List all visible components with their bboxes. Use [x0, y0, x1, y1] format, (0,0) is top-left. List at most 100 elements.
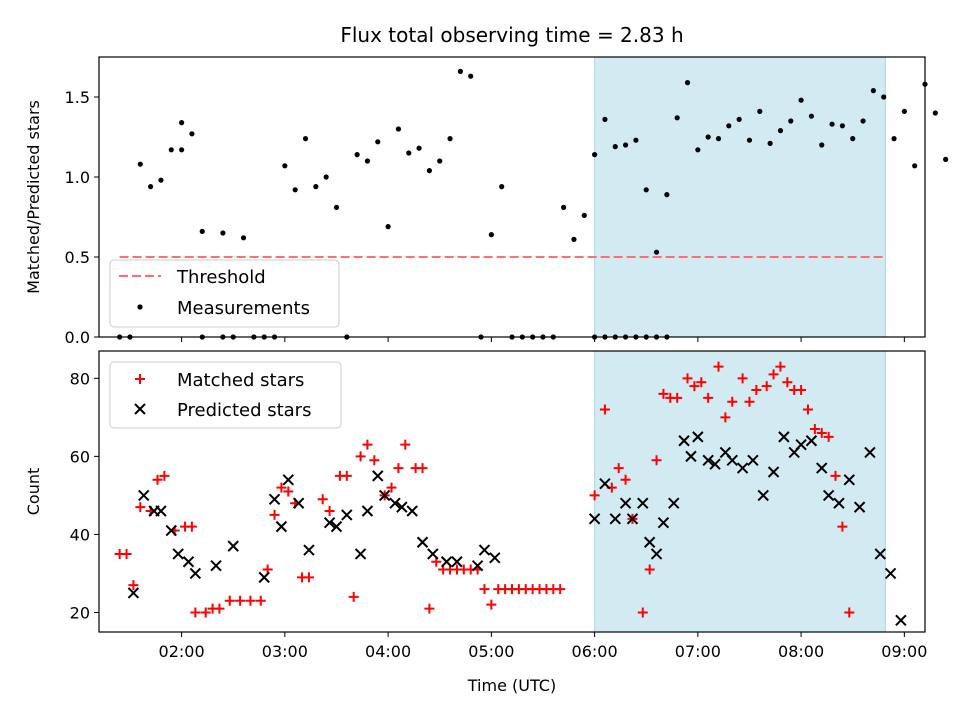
measurement-point: [643, 187, 649, 193]
legend-predicted-swatch: [134, 403, 146, 415]
measurement-point: [375, 139, 381, 145]
measurement-point: [468, 73, 474, 79]
matched-star-point: [744, 396, 755, 407]
x-tick-label: 08:00: [778, 642, 824, 661]
predicted-star-point: [833, 497, 845, 509]
legend-matched-label: Matched stars: [177, 370, 304, 391]
matched-star-point: [689, 381, 700, 392]
predicted-star-point: [736, 462, 749, 474]
measurement-point: [901, 108, 907, 114]
x-axis-label: Time (UTC): [467, 676, 556, 695]
matched-star-point: [276, 482, 287, 493]
matched-star-point: [269, 509, 280, 520]
predicted-star-point: [189, 567, 202, 580]
predicted-star-point: [726, 454, 738, 466]
predicted-star-point: [864, 446, 876, 459]
measurement-point: [684, 80, 691, 86]
predicted-star-point: [874, 548, 886, 560]
matched-star-point: [782, 377, 793, 388]
matched-star-point: [682, 373, 693, 384]
matched-star-point: [802, 404, 813, 415]
legend-measurement-label: Measurements: [177, 298, 310, 319]
matched-star-point: [255, 595, 266, 606]
predicted-star-point: [884, 567, 897, 580]
measurement-point: [726, 123, 732, 129]
matched-star-point: [775, 361, 786, 372]
y-tick-label: 40: [70, 525, 90, 544]
x-tick-label: 04:00: [365, 642, 411, 661]
matched-star-point: [128, 580, 139, 591]
measurement-point: [571, 236, 577, 242]
predicted-star-point: [747, 454, 759, 466]
predicted-star-point: [127, 587, 140, 599]
measurement-point: [850, 136, 856, 142]
matched-star-point: [696, 377, 707, 388]
predicted-star-point: [275, 520, 288, 533]
measurement-point: [364, 158, 371, 164]
matched-star-point: [809, 424, 820, 435]
matched-star-point: [823, 431, 834, 442]
y-tick-label: 20: [70, 603, 90, 622]
predicted-star-point: [361, 505, 374, 517]
predicted-star-point: [668, 497, 680, 509]
measurement-point: [860, 118, 866, 124]
measurement-point: [426, 168, 432, 174]
predicted-star-point: [657, 517, 670, 529]
predicted-star-point: [650, 548, 663, 560]
measurement-point: [240, 235, 247, 241]
predicted-star-point: [778, 431, 790, 443]
measurement-point: [333, 204, 340, 210]
predicted-star-point: [619, 497, 632, 509]
predicted-star-point: [678, 435, 690, 447]
measurement-point: [561, 204, 567, 210]
measurement-point: [179, 147, 185, 153]
predicted-star-point: [210, 559, 222, 572]
matched-star-point: [589, 490, 600, 501]
legend-box: [109, 259, 340, 328]
matched-star-point: [644, 564, 655, 575]
measurement-point: [395, 126, 402, 132]
x-tick-label: 09:00: [881, 642, 927, 661]
matched-star-point: [555, 584, 566, 595]
measurement-point: [488, 232, 494, 238]
matched-star-point: [658, 388, 669, 399]
measurement-point: [808, 113, 815, 119]
predicted-star-point: [172, 548, 184, 560]
matched-star-point: [121, 548, 132, 559]
measurement-point: [148, 184, 154, 190]
matched-star-point: [761, 381, 772, 392]
measurement-point: [788, 118, 794, 124]
y-axis-label: Matched/Predicted stars: [24, 100, 43, 294]
predicted-star-point: [816, 462, 828, 474]
measurement-point: [323, 174, 329, 180]
predicted-star-point: [853, 501, 866, 513]
matched-star-point: [599, 404, 610, 415]
matched-star-point: [620, 474, 631, 485]
measurement-point: [695, 147, 701, 153]
matched-star-point: [283, 486, 294, 497]
matched-star-point: [152, 474, 163, 485]
predicted-star-point: [268, 493, 281, 506]
predicted-star-point: [626, 513, 639, 525]
matched-star-point: [486, 599, 497, 610]
measurement-point: [819, 142, 825, 148]
matched-star-point: [703, 392, 714, 403]
measurement-point: [870, 88, 876, 94]
measurement-point: [715, 136, 722, 142]
predicted-star-point: [609, 513, 621, 525]
measurement-point: [447, 136, 453, 142]
predicted-star-point: [588, 513, 601, 525]
predicted-star-point: [599, 477, 611, 490]
measurement-point: [437, 158, 443, 164]
y-tick-label: 0.0: [65, 328, 90, 347]
predicted-star-point: [138, 489, 150, 502]
matched-star-point: [417, 463, 428, 474]
matched-star-point: [186, 521, 197, 532]
predicted-star-point: [478, 544, 491, 556]
matched-star-point: [200, 607, 211, 618]
predicted-star-point: [165, 524, 177, 537]
measurement-point: [746, 137, 753, 143]
matched-star-point: [816, 427, 827, 438]
measurement-point: [158, 177, 164, 183]
predicted-star-point: [843, 474, 855, 486]
